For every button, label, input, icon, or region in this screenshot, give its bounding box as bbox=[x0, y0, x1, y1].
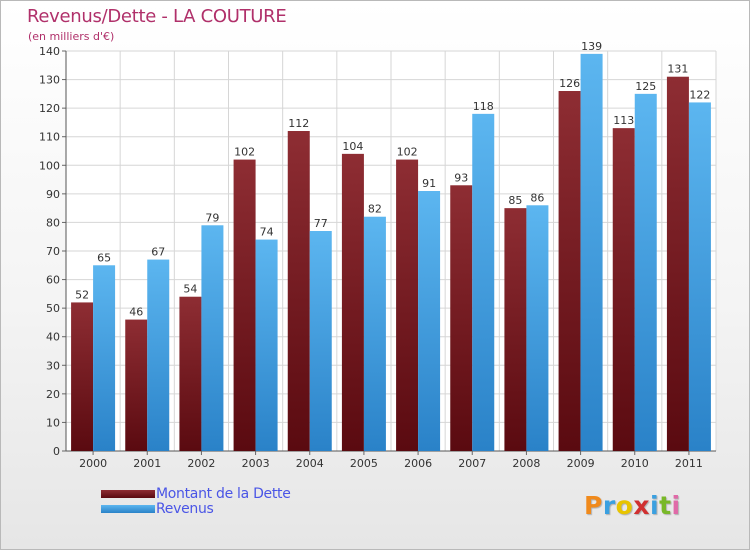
bar-revenus bbox=[472, 113, 495, 451]
x-tick-label: 2001 bbox=[133, 457, 161, 470]
bar-debt bbox=[558, 91, 581, 451]
logo-letter: r bbox=[602, 491, 616, 520]
value-label: 52 bbox=[75, 288, 89, 301]
value-label: 91 bbox=[422, 177, 436, 190]
y-tick-label: 10 bbox=[46, 416, 60, 429]
bar-debt bbox=[396, 159, 419, 452]
value-label: 79 bbox=[205, 211, 219, 224]
x-tick-label: 2004 bbox=[296, 457, 324, 470]
value-label: 113 bbox=[613, 114, 634, 127]
value-label: 104 bbox=[342, 140, 363, 153]
chart-title: Revenus/Dette - LA COUTURE bbox=[27, 6, 287, 27]
y-tick-label: 120 bbox=[39, 102, 60, 115]
bar-debt bbox=[612, 128, 635, 451]
legend-label-debt: Montant de la Dette bbox=[156, 486, 291, 502]
y-tick-label: 140 bbox=[39, 45, 60, 58]
bar-debt bbox=[179, 296, 202, 451]
logo-letter: x bbox=[633, 491, 650, 520]
y-tick-label: 110 bbox=[39, 131, 60, 144]
grid-lines bbox=[65, 50, 717, 452]
value-label: 122 bbox=[689, 88, 710, 101]
y-tick-label: 60 bbox=[46, 274, 60, 287]
x-tick-label: 2010 bbox=[621, 457, 649, 470]
value-label: 77 bbox=[314, 217, 328, 230]
bar-debt bbox=[504, 208, 527, 451]
chart-subtitle: (en milliers d'€) bbox=[28, 30, 115, 43]
bar-revenus bbox=[201, 225, 224, 451]
x-tick-label: 2005 bbox=[350, 457, 378, 470]
y-tick-label: 100 bbox=[39, 159, 60, 172]
x-tick-label: 2008 bbox=[512, 457, 540, 470]
bar-revenus bbox=[363, 216, 386, 451]
logo-letter: P bbox=[584, 491, 603, 520]
bar-revenus bbox=[688, 102, 711, 451]
bars bbox=[71, 53, 711, 452]
logo-letter: i bbox=[650, 491, 660, 520]
y-tick-label: 70 bbox=[46, 245, 60, 258]
logo-letter: o bbox=[615, 491, 634, 520]
y-tick-label: 130 bbox=[39, 74, 60, 87]
bar-revenus bbox=[634, 93, 657, 451]
bar-revenus bbox=[526, 205, 549, 451]
value-label: 93 bbox=[454, 171, 468, 184]
value-label: 85 bbox=[508, 194, 522, 207]
y-tick-label: 90 bbox=[46, 188, 60, 201]
value-label: 102 bbox=[397, 146, 418, 159]
y-tick-label: 50 bbox=[46, 302, 60, 315]
y-tick-label: 80 bbox=[46, 216, 60, 229]
bar-revenus bbox=[580, 53, 603, 451]
value-label: 131 bbox=[667, 63, 688, 76]
bar-debt bbox=[125, 319, 148, 451]
bar-debt bbox=[71, 302, 94, 451]
x-tick-label: 2002 bbox=[187, 457, 215, 470]
bar-revenus bbox=[147, 259, 170, 451]
proxiti-logo: Proxiti bbox=[584, 491, 681, 520]
value-label: 67 bbox=[151, 246, 165, 259]
value-label: 65 bbox=[97, 251, 111, 264]
value-labels: 52 46 54 102 112 104 102 93 85 126 113 131 65 67 79 74 7… bbox=[75, 40, 710, 319]
bar-revenus bbox=[418, 191, 441, 451]
bar-revenus bbox=[255, 239, 278, 451]
legend-label-revenus: Revenus bbox=[156, 501, 214, 517]
bar-revenus bbox=[93, 265, 116, 451]
x-tick-label: 2009 bbox=[567, 457, 595, 470]
bar-debt bbox=[233, 159, 256, 452]
bar-debt bbox=[287, 131, 310, 451]
logo-letter: t bbox=[659, 491, 672, 520]
y-tick-label: 20 bbox=[46, 388, 60, 401]
value-label: 125 bbox=[635, 80, 656, 93]
bar-debt bbox=[341, 153, 364, 451]
value-label: 112 bbox=[288, 117, 309, 130]
value-label: 102 bbox=[234, 146, 255, 159]
axes: 0 10 20 30 40 50 60 70 80 90 100 110 120 130 140 2000 20… bbox=[39, 45, 716, 470]
value-label: 54 bbox=[183, 283, 197, 296]
value-label: 139 bbox=[581, 40, 602, 53]
value-label: 46 bbox=[129, 306, 143, 319]
value-label: 86 bbox=[530, 191, 544, 204]
legend-swatch-revenus bbox=[101, 505, 155, 513]
y-tick-label: 0 bbox=[53, 445, 60, 458]
legend-swatch-debt bbox=[101, 490, 155, 498]
bar-revenus bbox=[309, 231, 332, 451]
value-label: 74 bbox=[260, 226, 274, 239]
bar-debt bbox=[666, 76, 689, 451]
logo-letter: i bbox=[671, 491, 681, 520]
value-label: 82 bbox=[368, 203, 382, 216]
x-tick-label: 2011 bbox=[675, 457, 703, 470]
value-label: 118 bbox=[473, 100, 494, 113]
x-tick-label: 2006 bbox=[404, 457, 432, 470]
value-label: 126 bbox=[559, 77, 580, 90]
bar-debt bbox=[450, 185, 473, 452]
x-tick-label: 2007 bbox=[458, 457, 486, 470]
x-tick-label: 2000 bbox=[79, 457, 107, 470]
x-tick-label: 2003 bbox=[242, 457, 270, 470]
y-tick-label: 30 bbox=[46, 359, 60, 372]
y-tick-label: 40 bbox=[46, 331, 60, 344]
